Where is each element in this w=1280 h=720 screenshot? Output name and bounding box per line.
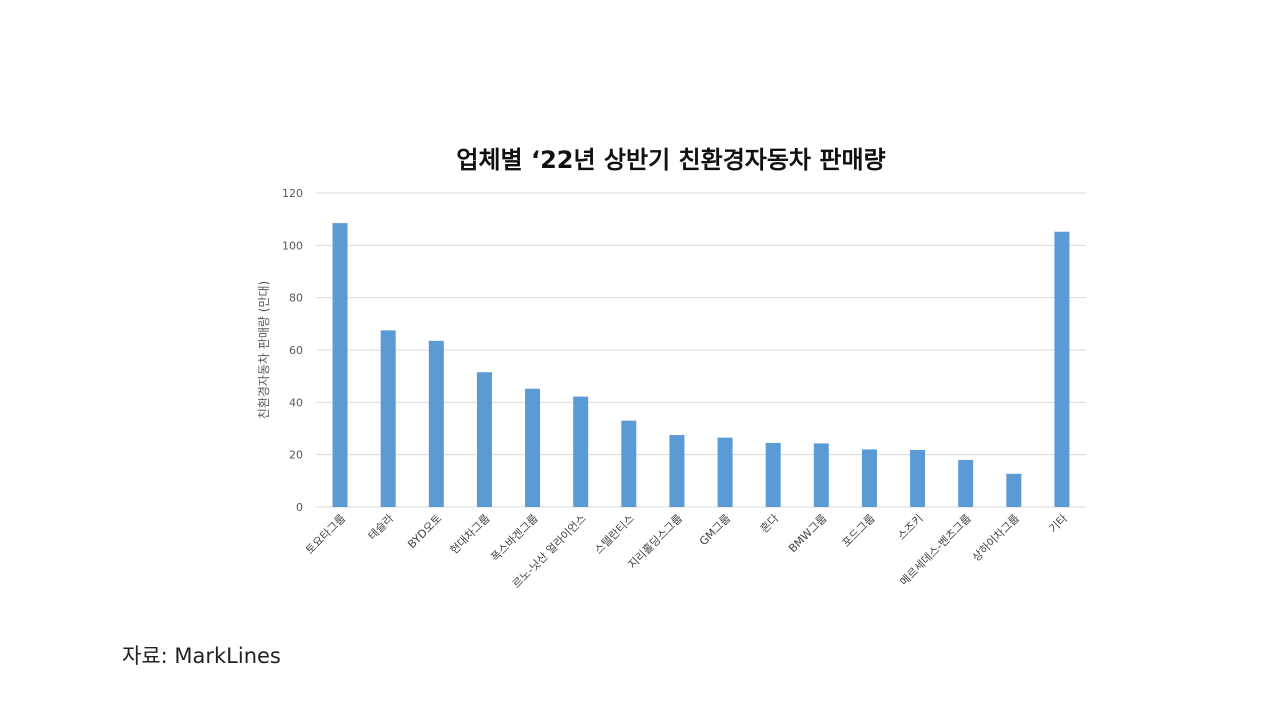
y-tick-label: 60 bbox=[289, 344, 303, 357]
bar bbox=[669, 435, 685, 507]
y-axis-ticks: 0 20 40 60 80 100 120 bbox=[282, 187, 303, 514]
x-tick-label: 토요타그룹 bbox=[303, 512, 348, 557]
bar bbox=[476, 372, 492, 507]
x-tick-label: 포드그룹 bbox=[840, 512, 878, 550]
y-tick-label: 40 bbox=[289, 396, 303, 409]
gridlines bbox=[316, 192, 1086, 508]
bar bbox=[717, 437, 733, 507]
y-tick-label: 120 bbox=[282, 187, 303, 200]
x-tick-label: 테슬라 bbox=[366, 512, 397, 543]
bars bbox=[332, 223, 1070, 507]
x-tick-label: 스즈키 bbox=[895, 512, 926, 543]
bar bbox=[380, 330, 396, 507]
bar bbox=[958, 459, 974, 507]
y-tick-label: 20 bbox=[289, 449, 303, 462]
source-note: 자료: MarkLines bbox=[122, 644, 281, 668]
bar bbox=[621, 420, 637, 507]
x-tick-label: GM그룹 bbox=[697, 512, 733, 548]
bar bbox=[910, 449, 926, 507]
x-tick-label: BYD오토 bbox=[405, 512, 444, 551]
bar-chart: 업체별 ‘22년 상반기 친환경자동차 판매량 친환경자동차 판매량 (만대) … bbox=[257, 146, 1086, 591]
x-tick-label: 기타 bbox=[1047, 512, 1071, 536]
y-axis-title: 친환경자동차 판매량 (만대) bbox=[257, 281, 271, 419]
x-tick-label: BMW그룹 bbox=[786, 512, 829, 555]
bar bbox=[428, 340, 444, 507]
bar bbox=[861, 449, 877, 507]
y-tick-label: 0 bbox=[296, 501, 303, 514]
x-tick-label: 폭스바겐그룹 bbox=[489, 512, 541, 564]
y-tick-label: 80 bbox=[289, 292, 303, 305]
x-tick-label: 현대차그룹 bbox=[448, 512, 493, 557]
bar bbox=[1054, 231, 1070, 507]
x-tick-label: 상하이차그룹 bbox=[969, 511, 1022, 564]
bar bbox=[332, 223, 348, 507]
bar bbox=[525, 388, 541, 507]
x-tick-label: 혼다 bbox=[758, 512, 782, 536]
bar bbox=[1006, 473, 1022, 507]
bar bbox=[765, 442, 781, 507]
bar bbox=[573, 396, 589, 507]
x-tick-label: 스텔란티스 bbox=[592, 512, 637, 557]
bar bbox=[813, 443, 829, 507]
y-tick-label: 100 bbox=[282, 239, 303, 252]
chart-title: 업체별 ‘22년 상반기 친환경자동차 판매량 bbox=[456, 146, 885, 174]
